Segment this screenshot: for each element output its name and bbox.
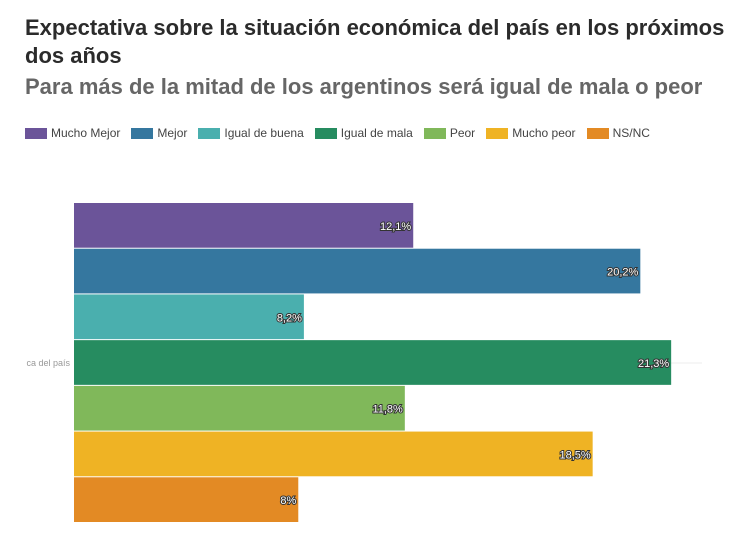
legend-label: Igual de buena: [224, 126, 304, 140]
bar-value-label: 11,8%: [372, 404, 403, 416]
legend-item[interactable]: Mucho peor: [486, 126, 576, 140]
bar-value-label: 8,2%: [277, 312, 302, 324]
bar[interactable]: [74, 477, 299, 522]
bar-value-label: 21,3%: [638, 358, 669, 370]
legend-item[interactable]: Igual de mala: [314, 126, 413, 140]
chart-title: Expectativa sobre la situación económica…: [25, 15, 725, 68]
bar[interactable]: [74, 203, 414, 248]
legend-swatch: [25, 127, 47, 139]
legend-label: Mejor: [157, 126, 188, 140]
legend-item[interactable]: Mejor: [131, 126, 187, 140]
bar[interactable]: [74, 294, 304, 340]
bar[interactable]: [74, 248, 641, 294]
chart-legend: Mucho Mejor Mejor Igual de buena Igual de m…: [25, 126, 661, 140]
legend-item[interactable]: Mucho Mejor: [25, 126, 120, 140]
bar[interactable]: [74, 340, 672, 385]
bar[interactable]: [74, 431, 593, 477]
legend-label: Mucho Mejor: [51, 126, 121, 140]
legend-swatch: [586, 127, 609, 139]
legend-swatch: [314, 127, 337, 139]
legend-label: Igual de mala: [340, 126, 413, 140]
legend-label: NS/NC: [612, 126, 650, 140]
bar-value-label: 18,5%: [559, 449, 590, 461]
legend-swatch: [423, 127, 446, 139]
legend-swatch: [131, 127, 154, 139]
bar-value-label: 20,2%: [607, 267, 638, 279]
category-label: ca del país: [26, 358, 70, 368]
chart-subtitle: Para más de la mitad de los argentinos s…: [25, 74, 703, 99]
bar-value-label: 8%: [280, 495, 296, 507]
legend-item[interactable]: NS/NC: [586, 126, 650, 140]
legend-item[interactable]: Peor: [423, 126, 476, 140]
legend-swatch: [198, 127, 221, 139]
legend-swatch: [486, 127, 509, 139]
legend-label: Mucho peor: [512, 126, 576, 140]
legend-item[interactable]: Igual de buena: [198, 126, 304, 140]
bar-value-label: 12,1%: [380, 221, 411, 233]
legend-label: Peor: [449, 126, 476, 140]
bar[interactable]: [74, 385, 405, 431]
